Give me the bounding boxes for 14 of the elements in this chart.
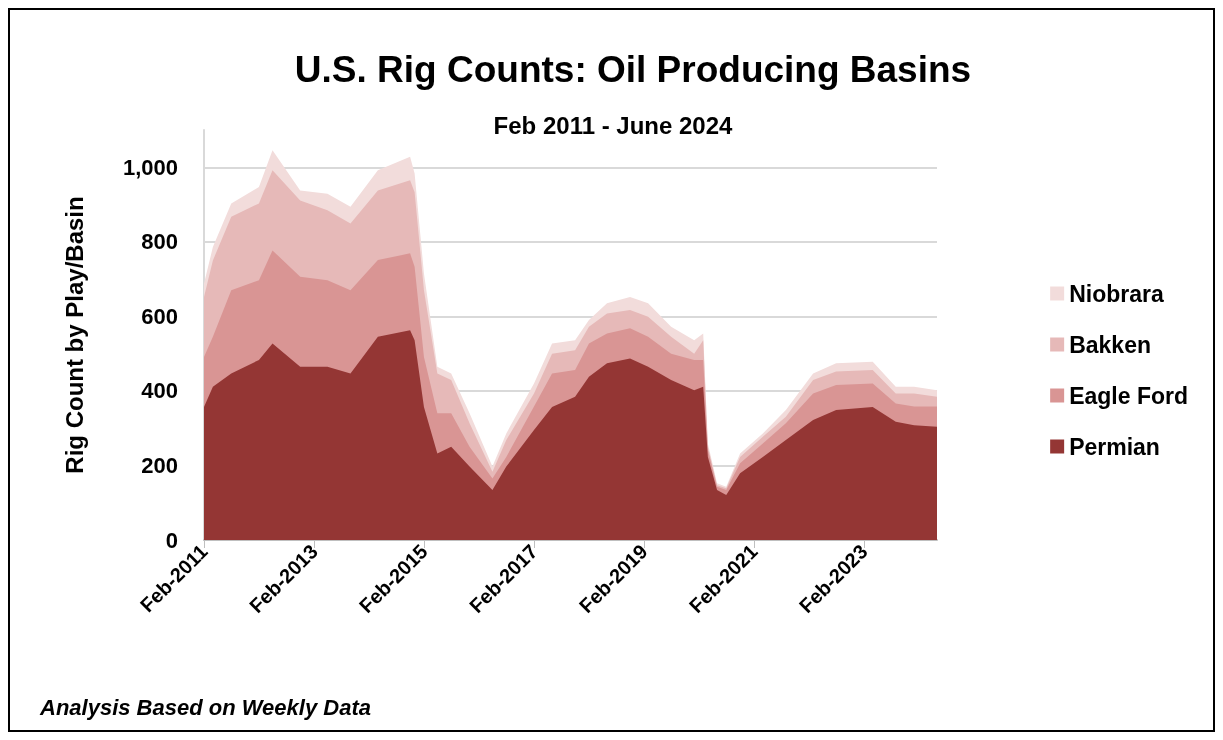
legend-label: Bakken (1069, 331, 1151, 358)
chart-subtitle: Feb 2011 - June 2024 (493, 111, 734, 139)
chart-title: U.S. Rig Counts: Oil Producing Basins (294, 49, 972, 90)
legend-label: Eagle Ford (1069, 382, 1189, 409)
y-tick-label: 600 (141, 303, 178, 329)
y-tick-label: 800 (141, 229, 178, 255)
y-axis-title: Rig Count by Play/Basin (60, 196, 88, 474)
y-tick-label: 400 (141, 378, 178, 404)
legend-label: Niobrara (1069, 280, 1164, 307)
y-tick-label: 0 (165, 527, 178, 553)
y-tick-label: 200 (141, 452, 178, 478)
y-tick-label: 1,000 (122, 154, 178, 180)
text: Analysis Based on Weekly Data (39, 694, 371, 720)
legend-label: Permian (1069, 433, 1160, 460)
